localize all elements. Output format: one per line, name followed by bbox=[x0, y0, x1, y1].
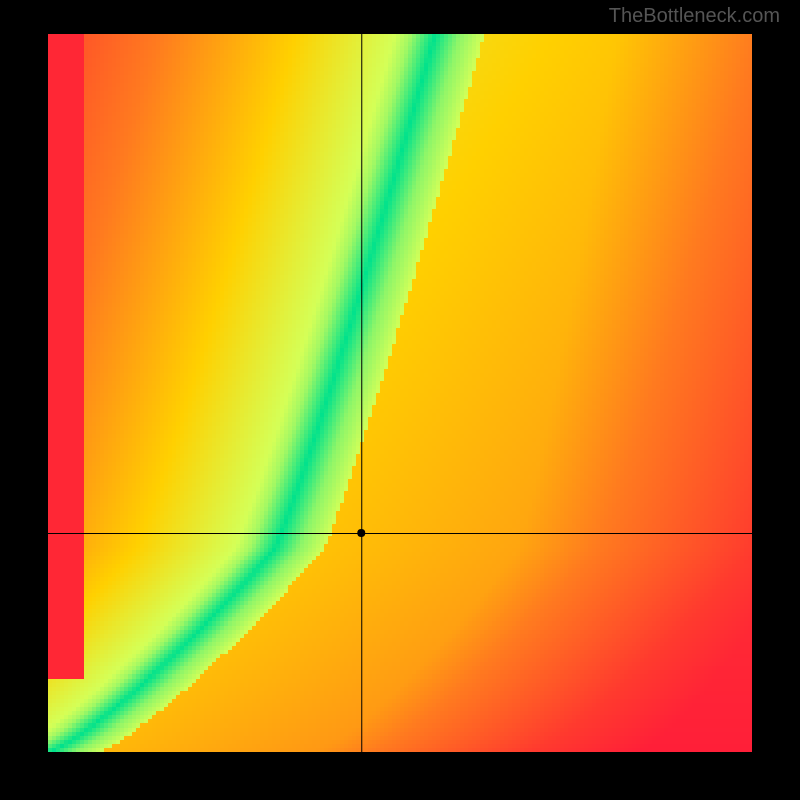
chart-container: TheBottleneck.com bbox=[0, 0, 800, 800]
attribution-text: TheBottleneck.com bbox=[609, 5, 780, 28]
heatmap-canvas bbox=[48, 34, 752, 752]
heatmap-plot bbox=[48, 34, 752, 752]
